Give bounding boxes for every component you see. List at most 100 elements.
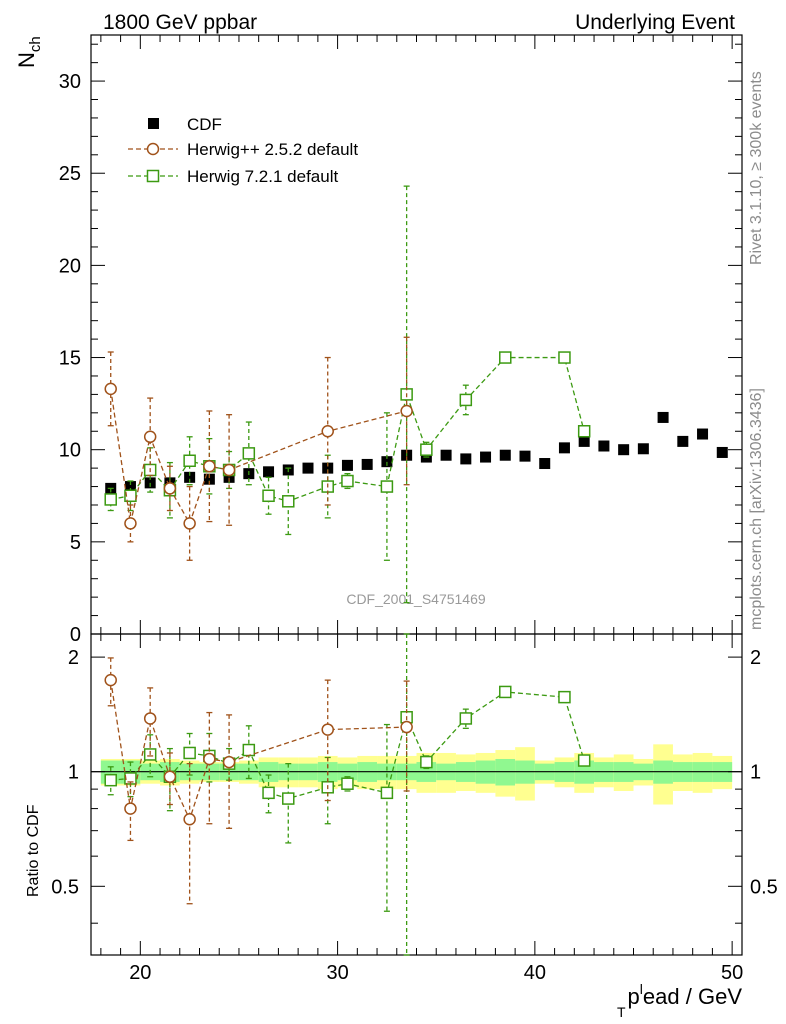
ratio-frame [90,633,743,956]
data-point-cdf [657,411,669,423]
data-point [262,489,275,503]
legend-marker-cdf [148,118,159,129]
x-tick-label: 30 [326,962,348,984]
data-point [242,447,256,460]
legend-label-herwig7: Herwig 7.2.1 default [187,167,338,186]
data-point [400,404,413,418]
y-tick-label: 20 [59,255,81,277]
ratio-panel: 20 30 40 50 0.5 0.5 1 1 2 2 [51,633,778,984]
y-axis-label-main-base: N [14,52,39,68]
y-tick-label: 10 [59,440,81,462]
y-tick-label: 0 [70,624,81,646]
legend-label-cdf: CDF [187,115,222,134]
data-point [203,752,216,766]
data-point-cdf [341,459,353,471]
data-point [400,720,413,734]
data-point-cdf [578,435,590,447]
data-point-cdf [263,466,275,478]
data-point [459,393,473,407]
data-point-cdf [184,471,196,483]
legend-label-herwigpp: Herwig++ 2.5.2 default [187,140,358,159]
data-point [459,712,473,725]
data-point [321,425,334,438]
data-point [558,351,571,364]
data-point-cdf [519,450,531,462]
data-point [499,351,512,364]
x-tick-label: 50 [721,962,743,984]
data-point [183,517,196,530]
x-axis-label: plead / GeV [628,981,743,1009]
data-point [183,454,196,468]
header-right: Underlying Event [575,11,735,34]
data-point-cdf [558,442,570,454]
x-axis-label-base: p [628,984,640,1009]
data-point [163,482,177,495]
data-point [104,673,117,687]
data-point [163,770,177,783]
legend-marker-herwigpp [146,142,160,156]
data-point [124,802,137,815]
x-tick-label: 20 [129,962,151,984]
data-point-cdf [322,462,334,474]
x-tick-label: 40 [524,962,546,984]
data-point [420,443,433,456]
data-point-cdf [302,462,314,474]
series-line [110,388,407,525]
data-point [262,786,275,800]
x-axis-label-sup: l [640,981,643,997]
data-point-cdf [203,473,215,485]
data-point [203,460,216,473]
data-point-cdf [598,440,610,452]
data-point [577,754,591,767]
data-point-cdf [716,446,728,458]
data-point-cdf [539,458,551,470]
x-axis-label-sub: T [617,1004,626,1020]
mcplots-label: mcplots.cern.ch [arXiv:1306.3436] [748,388,765,630]
data-point [124,517,137,530]
data-point [242,743,256,757]
data-point [124,489,137,503]
data-point [104,773,117,787]
data-point-cdf [637,443,649,455]
data-point-cdf [440,449,452,461]
data-point-cdf [223,471,235,483]
data-point [380,786,394,800]
data-point-cdf [618,444,630,456]
data-point-cdf [124,481,136,493]
ratio-y-tick-label-left: 1 [68,762,79,784]
data-point [380,480,394,493]
x-axis-label-rest: ead / GeV [643,984,742,1009]
y-tick-label: 15 [59,348,81,370]
ratio-y-tick-label-left: 2 [68,647,79,669]
y-tick-label: 5 [70,532,81,554]
data-point-cdf [677,435,689,447]
data-point-cdf [499,449,511,461]
ratio-y-tick-label-right: 1 [750,762,761,784]
data-point [558,690,571,704]
data-point [321,723,334,736]
ratio-y-tick-label-right: 2 [750,647,761,669]
data-point [222,463,236,477]
data-point [577,425,591,438]
y-tick-label: 30 [59,71,81,93]
data-point [143,712,157,725]
legend: CDF Herwig++ 2.5.2 default Herwig 7.2.1 … [128,115,358,186]
analysis-watermark: CDF_2001_S4751469 [346,591,486,607]
data-point-cdf [697,428,709,440]
data-point [341,777,354,790]
data-point [420,755,433,769]
y-axis-label-main: Nch [14,36,44,68]
data-point [222,755,236,769]
data-point [341,474,354,488]
data-point-cdf [480,451,492,463]
data-point-cdf [460,453,472,465]
y-tick-label: 25 [59,163,81,185]
legend-marker-herwig7 [146,169,160,183]
y-axis-label-main-sub: ch [27,36,44,52]
data-point [104,382,117,396]
data-point [282,495,295,508]
data-point [183,813,196,826]
ratio-y-tick-label-left: 0.5 [51,876,79,898]
data-point [183,746,196,760]
